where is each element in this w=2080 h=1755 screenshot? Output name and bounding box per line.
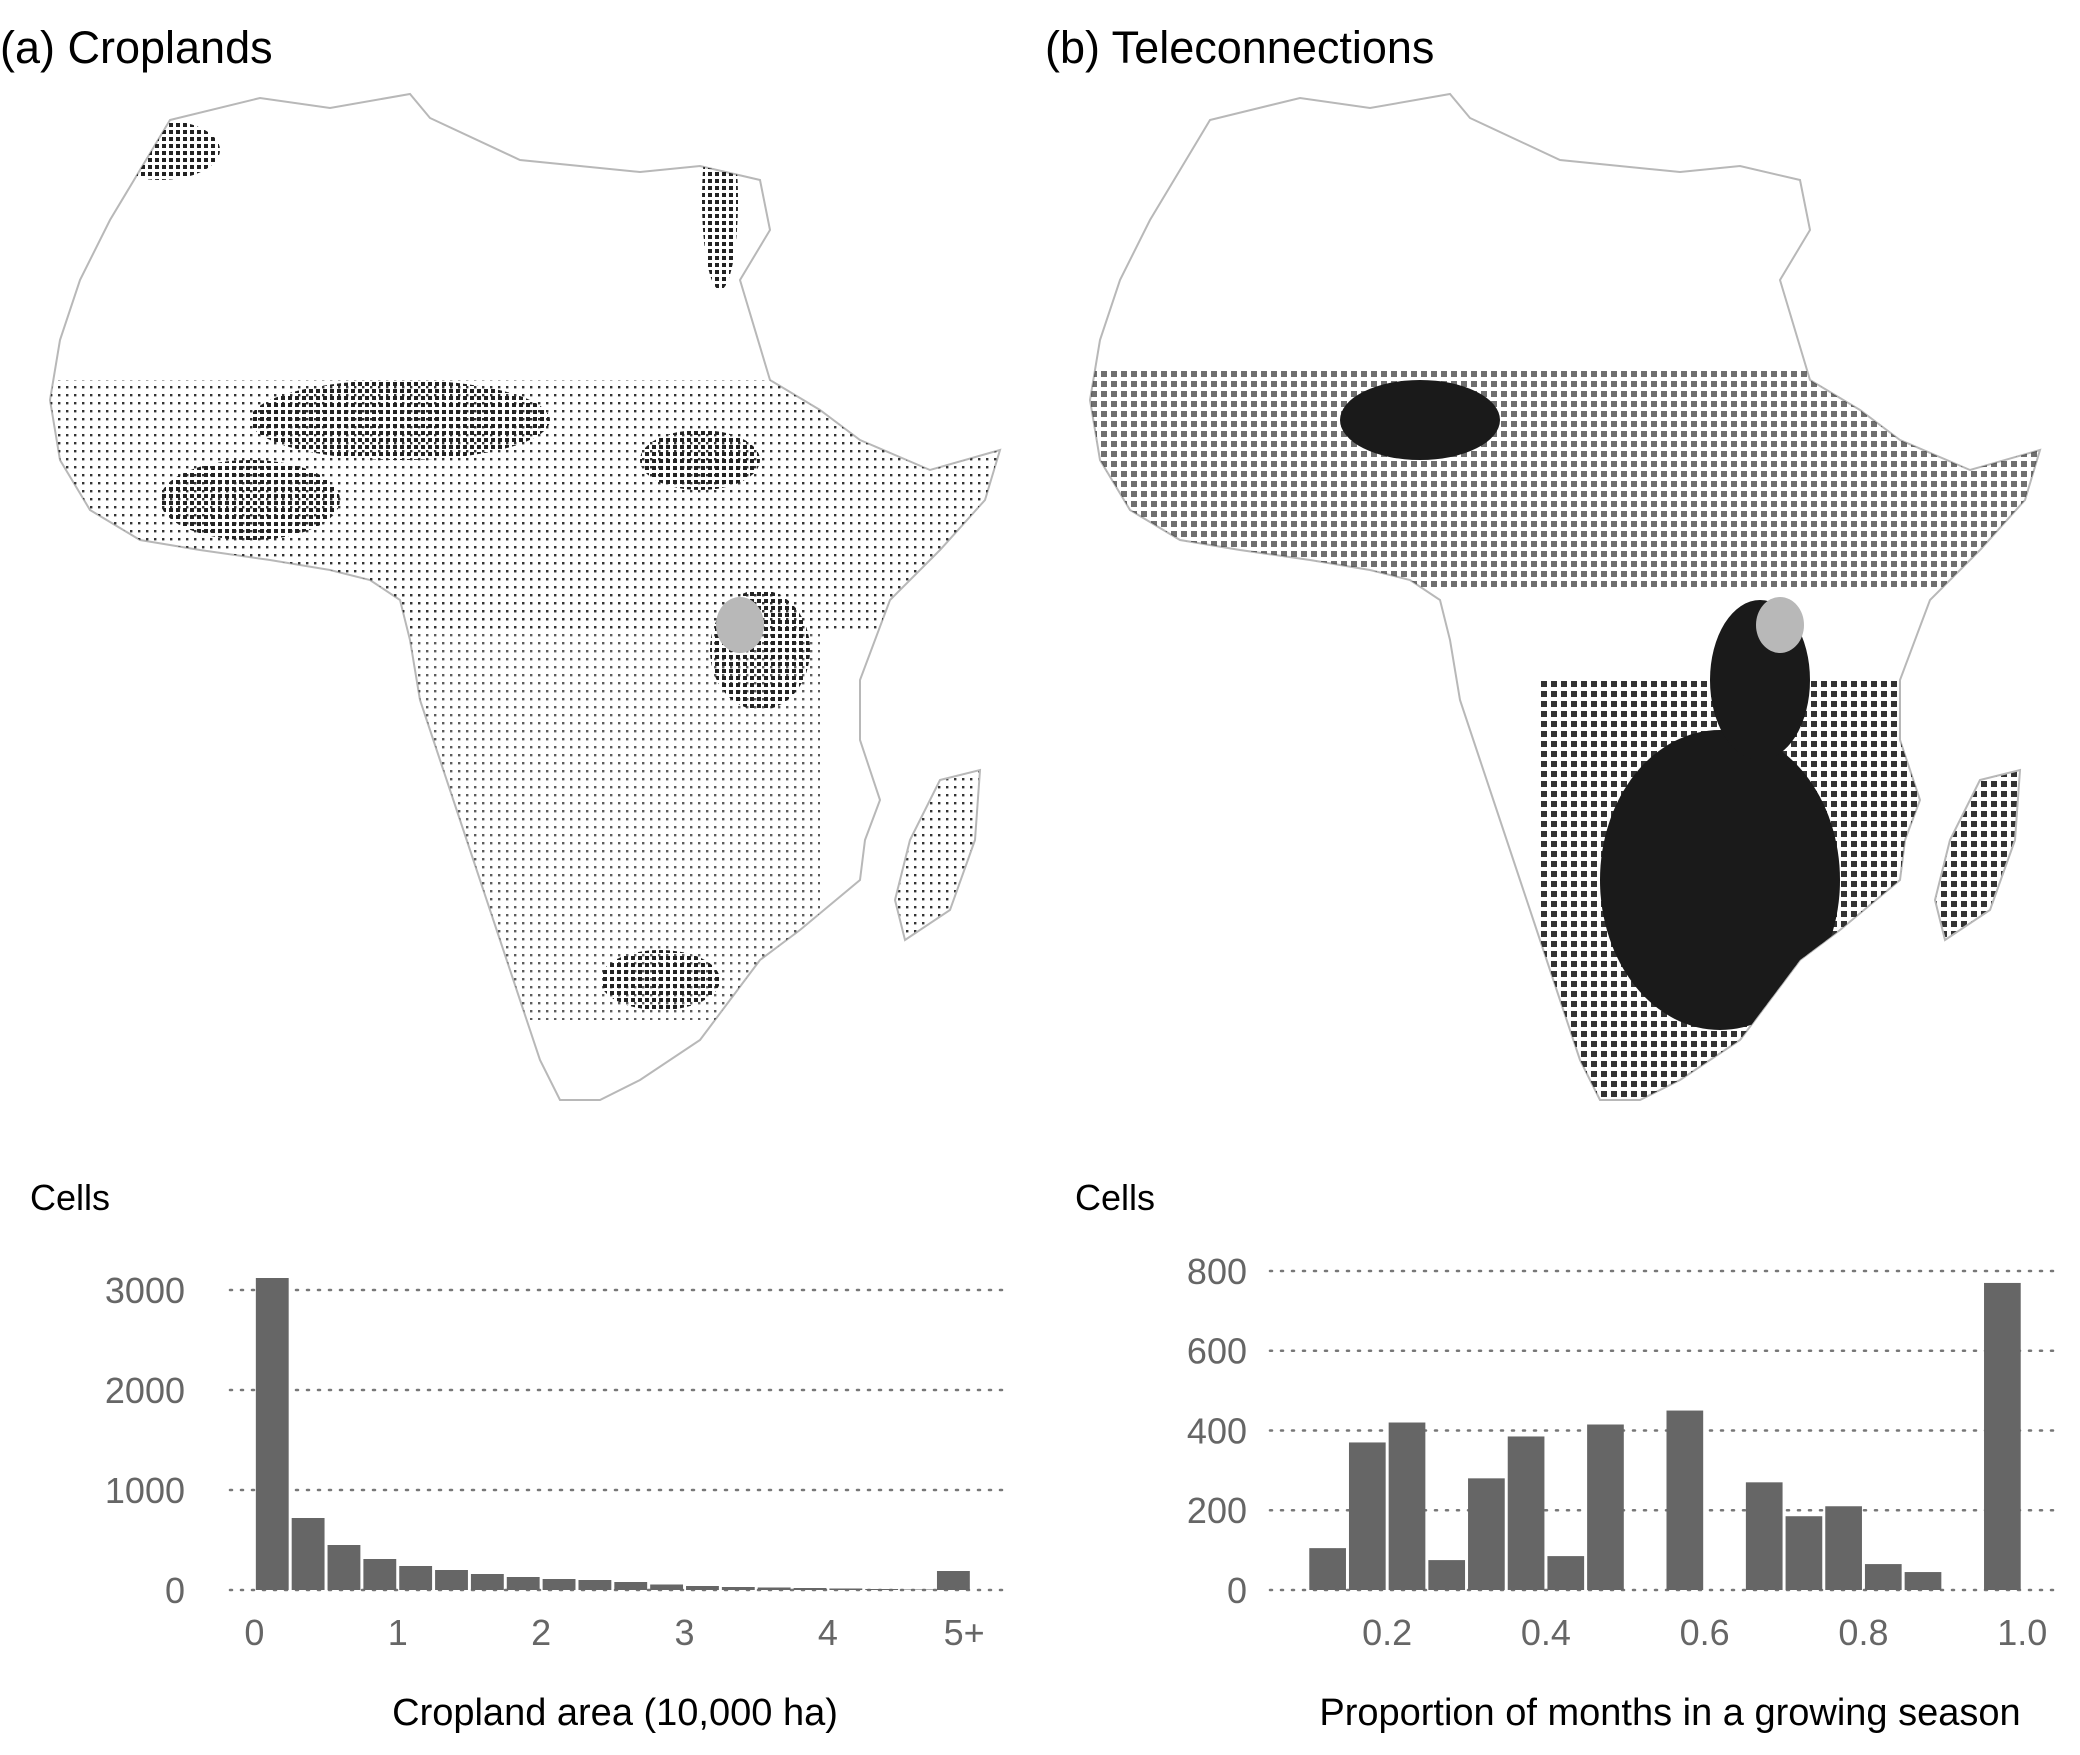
histogram-bar [1468, 1478, 1505, 1590]
panel-a-title: (a) Croplands [0, 22, 273, 73]
histogram-bar [614, 1582, 648, 1590]
histogram-bar [1348, 1442, 1386, 1590]
y-tick-label: 200 [1187, 1490, 1247, 1531]
histogram-bar [470, 1574, 504, 1590]
histogram-bar [255, 1278, 289, 1590]
y-tick-label: 2000 [105, 1370, 185, 1411]
madagascar [893, 768, 982, 942]
histogram-bar [901, 1589, 934, 1590]
teleconnection-map [1089, 93, 2041, 1101]
x-tick-label: 4 [818, 1612, 838, 1653]
histogram-bar [1388, 1422, 1426, 1590]
histogram-bar [1904, 1572, 1942, 1590]
y-tick-label: 3000 [105, 1270, 185, 1311]
histogram-bar [686, 1586, 719, 1590]
x-tick-label: 0.4 [1521, 1612, 1571, 1653]
histogram-bar [1507, 1436, 1545, 1590]
histogram-bar [542, 1579, 576, 1590]
y-axis-label: Cells [1075, 1177, 1155, 1218]
x-tick-label: 0.6 [1680, 1612, 1730, 1653]
y-tick-label: 400 [1187, 1410, 1247, 1451]
teleconnection-histogram: 0 200 400 600 800 0.2 0.4 0.6 0.8 1.0 Cells Proport… [1075, 1177, 2062, 1734]
histogram-bar [1547, 1556, 1585, 1590]
histogram-bar [1666, 1410, 1704, 1590]
x-tick-label: 5+ [944, 1612, 985, 1653]
histogram-bar [865, 1589, 899, 1590]
x-axis-label: Cropland area (10,000 ha) [392, 1692, 838, 1734]
histogram-bar [291, 1518, 325, 1590]
histogram-bar [936, 1571, 970, 1590]
y-axis-label: Cells [30, 1177, 110, 1218]
histogram-bar [1785, 1516, 1823, 1590]
histogram-bar [399, 1566, 433, 1590]
histogram-bar [757, 1587, 791, 1590]
x-tick-label: 0 [244, 1612, 264, 1653]
cropland-histogram: 0 1000 2000 3000 0 1 2 3 4 5+ Cells Cropland area (… [30, 1177, 1012, 1734]
histogram-bar [829, 1588, 863, 1590]
x-tick-label: 2 [531, 1612, 551, 1653]
lake-victoria [716, 597, 764, 653]
y-tick-label: 800 [1187, 1251, 1247, 1292]
y-tick-label: 0 [1227, 1570, 1247, 1611]
madagascar [1933, 768, 2022, 942]
histogram-bar [1587, 1424, 1624, 1590]
histogram-bar [1745, 1482, 1783, 1590]
y-tick-label: 0 [165, 1570, 185, 1611]
histogram-bar [327, 1545, 361, 1590]
x-tick-label: 1 [388, 1612, 408, 1653]
y-tick-label: 1000 [105, 1470, 185, 1511]
histogram-bar [578, 1580, 612, 1590]
histogram-bar [435, 1570, 468, 1590]
lake-victoria [1756, 597, 1804, 653]
x-tick-label: 0.8 [1838, 1612, 1888, 1653]
cropland-map [49, 93, 1001, 1101]
histogram-bar [1825, 1506, 1862, 1590]
panel-b-title: (b) Teleconnections [1045, 22, 1435, 73]
histogram-bar [650, 1584, 684, 1590]
y-tick-label: 600 [1187, 1331, 1247, 1372]
histogram-bar [1864, 1564, 1902, 1590]
histogram-bar [1309, 1548, 1346, 1590]
teleconnection-density-dots [1090, 370, 2040, 1100]
histogram-bar [1984, 1282, 2021, 1590]
histogram-bar [363, 1559, 397, 1590]
x-tick-label: 0.2 [1362, 1612, 1412, 1653]
histogram-bar [1428, 1560, 1466, 1590]
x-tick-label: 3 [675, 1612, 695, 1653]
histogram-bar [793, 1588, 827, 1590]
histogram-bar [721, 1587, 755, 1590]
x-axis-label: Proportion of months in a growing season [1319, 1692, 2020, 1734]
x-tick-label: 1.0 [1997, 1612, 2047, 1653]
histogram-bar [506, 1577, 540, 1590]
